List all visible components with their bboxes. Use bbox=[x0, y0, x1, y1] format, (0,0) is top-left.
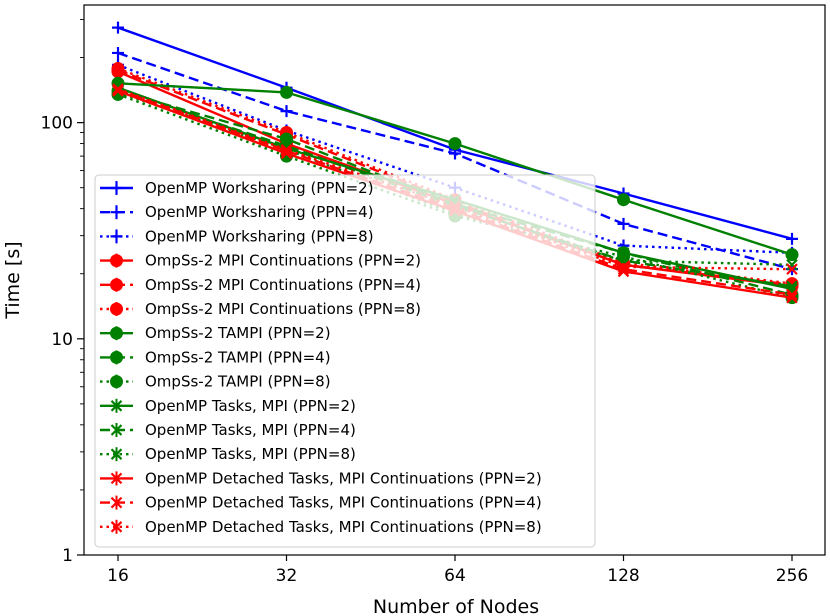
series-7-point bbox=[785, 248, 799, 262]
legend-marker bbox=[110, 496, 123, 509]
series-2-point bbox=[280, 105, 293, 118]
legend-label: OmpSs-2 TAMPI (PPN=2) bbox=[145, 324, 331, 342]
legend-label: OpenMP Detached Tasks, MPI Continuations… bbox=[145, 469, 542, 487]
legend-entry: OmpSs-2 MPI Continuations (PPN=2) bbox=[100, 252, 421, 270]
series-6-point bbox=[111, 61, 125, 75]
series-12-point bbox=[786, 259, 798, 271]
legend-marker bbox=[110, 350, 123, 364]
series-2-point bbox=[617, 217, 630, 230]
series-15-point bbox=[280, 143, 293, 156]
series-15-point bbox=[786, 263, 798, 275]
legend-entry: OmpSs-2 TAMPI (PPN=2) bbox=[100, 324, 331, 342]
legend-label: OpenMP Tasks, MPI (PPN=4) bbox=[145, 421, 356, 439]
legend-entry: OpenMP Detached Tasks, MPI Continuations… bbox=[100, 494, 542, 512]
legend-entry: OpenMP Detached Tasks, MPI Continuations… bbox=[100, 469, 542, 487]
legend-label: OpenMP Detached Tasks, MPI Continuations… bbox=[145, 494, 542, 512]
legend-label: OmpSs-2 TAMPI (PPN=8) bbox=[145, 373, 331, 391]
legend-label: OmpSs-2 MPI Continuations (PPN=8) bbox=[145, 300, 421, 318]
legend-label: OmpSs-2 MPI Continuations (PPN=4) bbox=[145, 276, 421, 294]
legend-entry: OpenMP Tasks, MPI (PPN=2) bbox=[100, 397, 356, 415]
legend-marker bbox=[110, 278, 123, 292]
legend-label: OpenMP Worksharing (PPN=4) bbox=[145, 203, 374, 221]
x-tick-label: 32 bbox=[276, 566, 298, 586]
series-2-point bbox=[112, 46, 124, 59]
series-7-point bbox=[617, 193, 630, 207]
legend-entry: OpenMP Tasks, MPI (PPN=8) bbox=[100, 445, 356, 463]
series-15-point bbox=[112, 83, 124, 95]
legend-label: OpenMP Worksharing (PPN=2) bbox=[145, 179, 374, 197]
y-axis-title: Time [s] bbox=[2, 241, 24, 319]
legend-marker bbox=[110, 400, 123, 412]
legend-entry: OpenMP Worksharing (PPN=8) bbox=[100, 227, 374, 245]
legend-label: OpenMP Tasks, MPI (PPN=8) bbox=[145, 445, 356, 463]
legend-entry: OpenMP Worksharing (PPN=4) bbox=[100, 203, 374, 221]
legend: OpenMP Worksharing (PPN=2) OpenMP Worksha… bbox=[94, 174, 596, 548]
legend-entry: OmpSs-2 TAMPI (PPN=4) bbox=[100, 348, 331, 366]
series-14-point bbox=[617, 263, 630, 275]
series-1-point bbox=[786, 232, 798, 245]
legend-entry: OpenMP Tasks, MPI (PPN=4) bbox=[100, 421, 356, 439]
x-tick-label: 256 bbox=[776, 566, 808, 586]
series-2 bbox=[112, 46, 798, 276]
legend-label: OmpSs-2 MPI Continuations (PPN=2) bbox=[145, 252, 421, 270]
series-7-point bbox=[448, 137, 462, 151]
series-15-point bbox=[617, 261, 630, 273]
legend-label: OmpSs-2 TAMPI (PPN=4) bbox=[145, 348, 331, 366]
legend-marker bbox=[110, 326, 123, 340]
x-axis-title: Number of Nodes bbox=[373, 596, 539, 616]
series-7-point bbox=[280, 85, 293, 99]
legend-marker bbox=[110, 182, 123, 194]
legend-label: OpenMP Tasks, MPI (PPN=2) bbox=[145, 397, 356, 415]
legend-marker bbox=[110, 230, 123, 243]
legend-entry: OmpSs-2 TAMPI (PPN=8) bbox=[100, 373, 331, 391]
x-tick-label: 16 bbox=[107, 566, 129, 586]
legend-marker bbox=[110, 254, 123, 268]
legend-entry: OpenMP Worksharing (PPN=2) bbox=[100, 179, 374, 197]
series-14-line bbox=[117, 88, 793, 296]
legend-label: OpenMP Detached Tasks, MPI Continuations… bbox=[145, 518, 542, 536]
legend-marker bbox=[110, 375, 123, 389]
y-tick-label: 100 bbox=[41, 114, 73, 134]
series-11-point bbox=[786, 280, 798, 293]
legend-label: OpenMP Worksharing (PPN=8) bbox=[145, 227, 374, 245]
legend-marker bbox=[110, 424, 123, 436]
series-14-point bbox=[786, 288, 798, 301]
legend-box bbox=[94, 174, 596, 548]
series-15-line bbox=[117, 87, 793, 271]
legend-marker bbox=[110, 206, 123, 219]
legend-marker bbox=[110, 472, 123, 485]
legend-entry: OmpSs-2 MPI Continuations (PPN=8) bbox=[100, 300, 421, 318]
legend-entry: OmpSs-2 MPI Continuations (PPN=4) bbox=[100, 276, 421, 294]
series-1-point bbox=[112, 21, 124, 34]
y-tick-label: 10 bbox=[51, 330, 73, 350]
series-11-line bbox=[117, 89, 793, 288]
x-tick-label: 128 bbox=[607, 566, 639, 586]
axes-layer: 16 32 64 128 256 1 10 100 bbox=[41, 19, 808, 586]
legend-marker bbox=[110, 302, 123, 316]
series-13-point bbox=[786, 291, 798, 304]
legend-marker bbox=[110, 521, 123, 533]
legend-marker bbox=[110, 448, 123, 460]
series-7 bbox=[111, 76, 799, 262]
legend-entry: OpenMP Detached Tasks, MPI Continuations… bbox=[100, 518, 542, 536]
y-tick-label: 1 bbox=[62, 546, 73, 566]
x-tick-label: 64 bbox=[444, 566, 466, 586]
